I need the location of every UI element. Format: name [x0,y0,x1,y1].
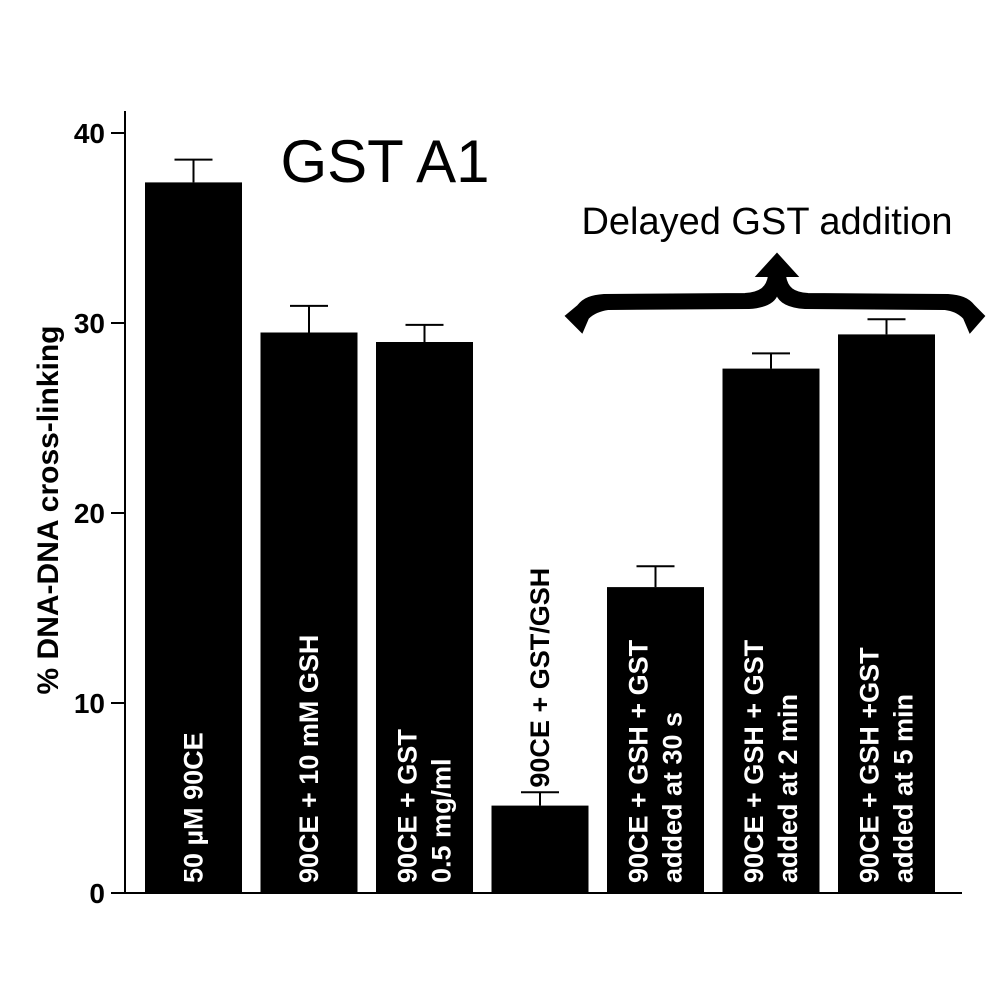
chart-title: GST A1 [280,128,489,195]
category-label: added at 2 min [773,694,803,883]
category-label: added at 5 min [889,694,919,883]
bar [145,182,242,893]
bar-labels: 50 µM 90CE 90CE + 10 mM GSH 90CE + GST 0.5 … [179,568,919,883]
y-axis-title: % DNA-DNA cross-linking [32,326,65,695]
category-label: added at 30 s [658,712,688,883]
category-label: 90CE + GST/GSH [525,568,555,788]
category-label: 50 µM 90CE [179,732,209,883]
category-label: 90CE + GST [393,729,423,883]
bar [260,332,358,893]
y-tick-label: 40 [74,118,105,149]
bars [145,158,935,894]
delayed-addition-annotation: Delayed GST addition [564,201,986,334]
category-label: 0.5 mg/ml [427,758,457,883]
bar [838,334,935,893]
bar [607,587,704,893]
category-label: 90CE + 10 mM GSH [294,635,324,883]
curly-brace [564,252,986,334]
y-tick-label: 30 [74,308,105,339]
bar [376,342,473,893]
y-tick-label: 0 [89,878,105,909]
annotation-label: Delayed GST addition [581,201,952,243]
category-label: 90CE + GSH + GST [739,639,769,883]
bar [491,805,589,893]
y-tick-label: 10 [74,688,105,719]
bar [722,368,820,894]
category-label: 90CE + GSH +GST [855,647,885,883]
category-label: 90CE + GSH + GST [624,639,654,883]
y-tick-label: 20 [74,498,105,529]
